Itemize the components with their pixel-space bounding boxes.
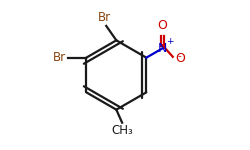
Text: O: O [175, 52, 185, 65]
Text: -: - [178, 51, 182, 61]
Text: CH₃: CH₃ [111, 124, 133, 137]
Text: Br: Br [53, 51, 66, 64]
Text: O: O [158, 19, 168, 32]
Text: N: N [158, 42, 167, 55]
Text: Br: Br [98, 11, 111, 24]
Text: +: + [166, 37, 173, 46]
